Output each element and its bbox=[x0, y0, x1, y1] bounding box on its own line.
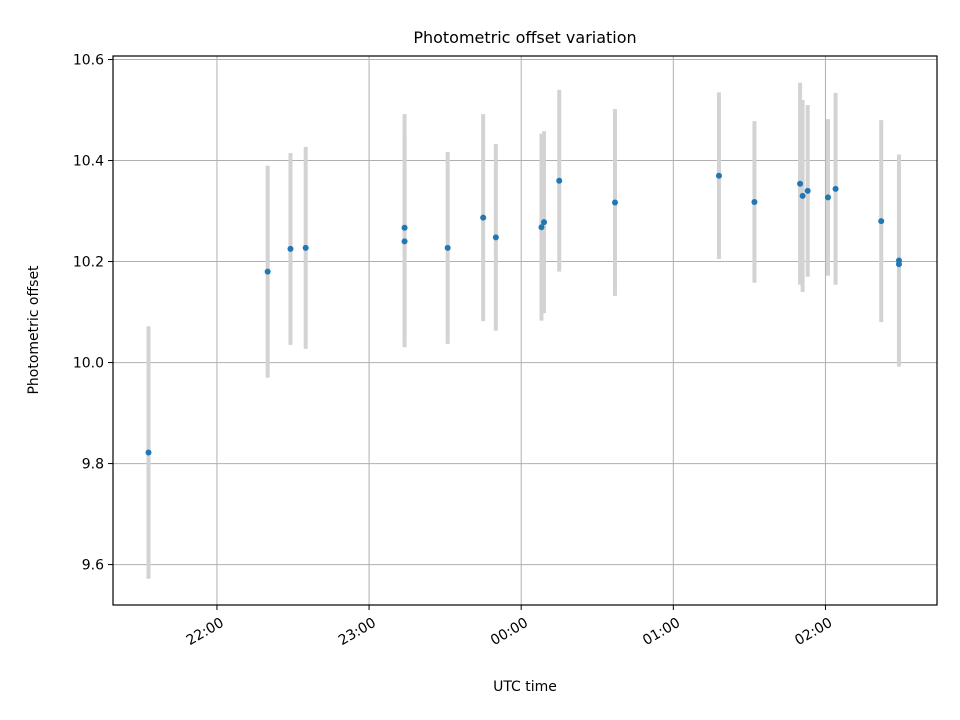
data-point bbox=[480, 214, 487, 221]
data-point bbox=[751, 198, 758, 205]
data-point bbox=[492, 234, 499, 241]
data-point bbox=[556, 177, 563, 184]
data-point bbox=[804, 187, 811, 194]
data-point bbox=[832, 185, 839, 192]
chart-title: Photometric offset variation bbox=[413, 28, 636, 47]
data-point bbox=[538, 224, 545, 231]
data-point bbox=[824, 194, 831, 201]
data-point bbox=[401, 238, 408, 245]
y-tick-label: 10.0 bbox=[73, 356, 104, 372]
y-tick-label: 10.2 bbox=[73, 255, 104, 271]
y-tick-label: 10.6 bbox=[73, 53, 104, 69]
data-point bbox=[145, 449, 152, 456]
data-point bbox=[612, 199, 619, 206]
data-point bbox=[401, 224, 408, 231]
y-axis-ticks: 9.6 9.8 10.0 10.2 10.4 10.6 bbox=[73, 53, 113, 574]
data-points bbox=[145, 172, 902, 456]
x-axis-label: UTC time bbox=[493, 679, 557, 695]
data-point bbox=[799, 192, 806, 199]
data-point bbox=[264, 268, 271, 275]
y-tick-label: 9.8 bbox=[82, 457, 104, 473]
y-tick-label: 10.4 bbox=[73, 154, 104, 170]
plot-frame bbox=[112, 55, 938, 606]
y-axis-label: Photometric offset bbox=[26, 265, 42, 395]
data-point bbox=[878, 218, 885, 225]
data-point bbox=[715, 172, 722, 179]
data-point bbox=[444, 244, 451, 251]
y-tick-label: 9.6 bbox=[82, 558, 104, 574]
data-point bbox=[797, 180, 804, 187]
data-point bbox=[541, 219, 548, 226]
data-point bbox=[895, 261, 902, 268]
data-point bbox=[287, 245, 294, 252]
data-point bbox=[302, 244, 309, 251]
